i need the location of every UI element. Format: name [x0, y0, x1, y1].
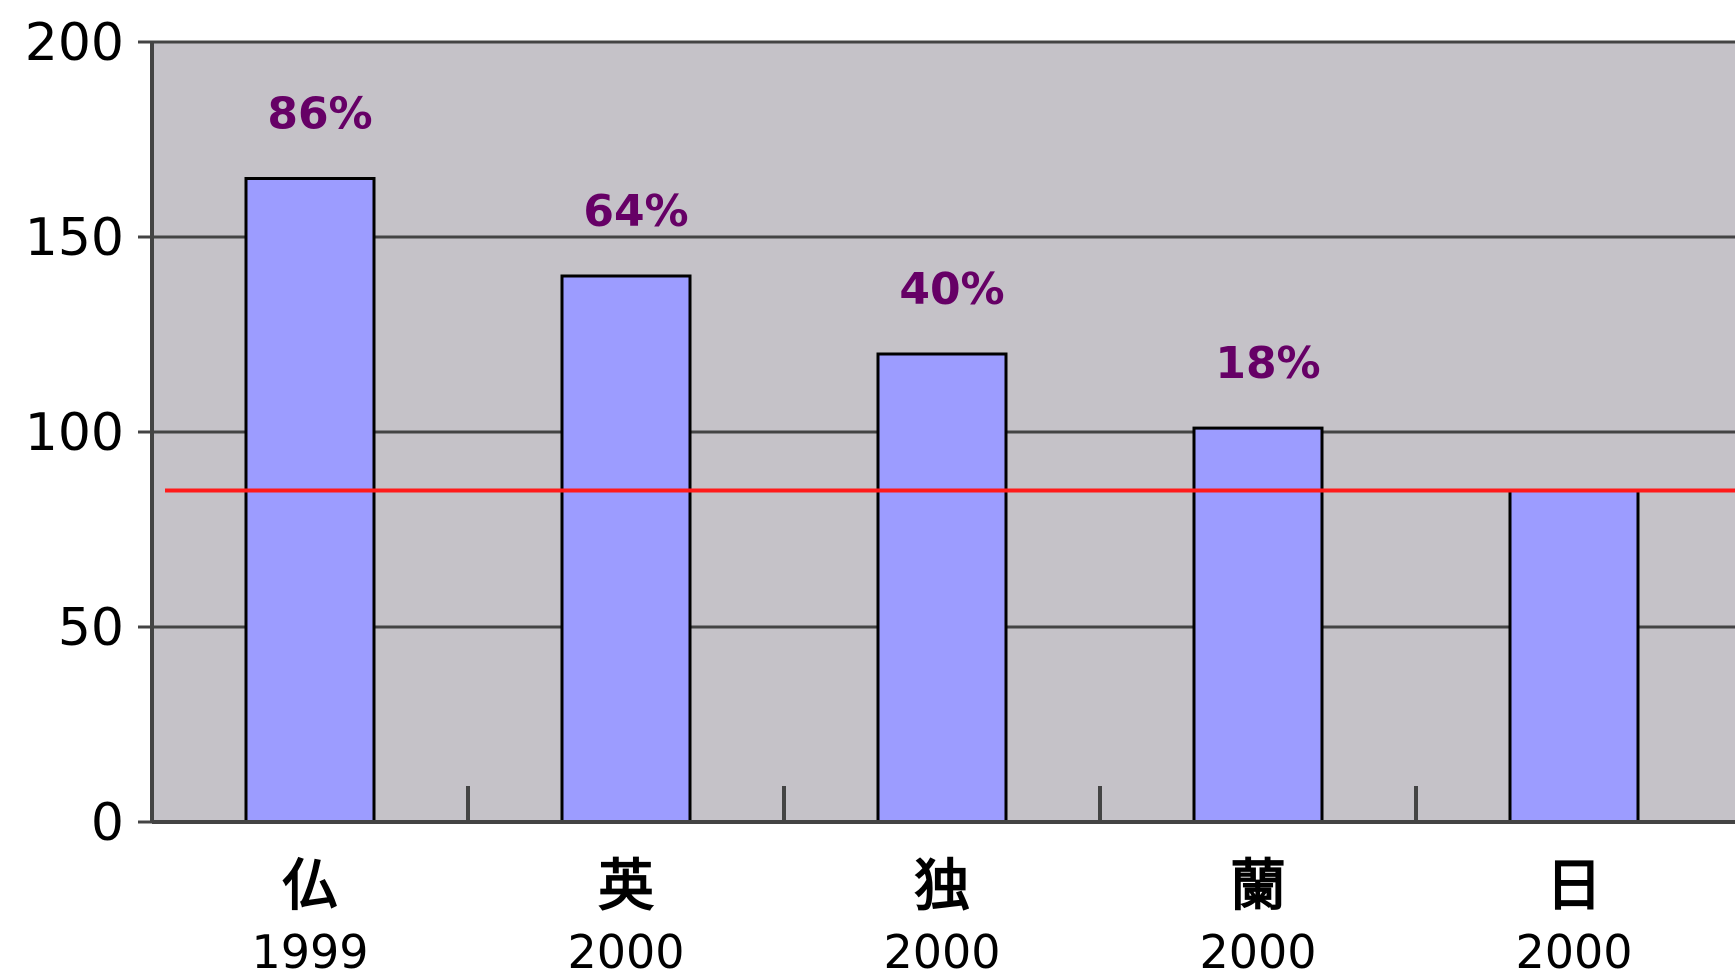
x-category-label: 英 [598, 854, 655, 919]
x-category-label: 蘭 [1230, 854, 1286, 919]
data-label: 18% [1215, 338, 1320, 389]
data-label: 86% [267, 89, 372, 140]
x-category-label: 日 [1546, 854, 1602, 919]
bar-0 [244, 177, 376, 824]
x-category-year: 2000 [1515, 925, 1632, 971]
y-tick-label: 150 [25, 208, 124, 268]
x-axis-categories: 仏 1999 英 2000 独 2000 蘭 2000 日 2000 [251, 854, 1632, 975]
y-tick-label: 50 [58, 598, 124, 658]
data-label: 64% [583, 186, 688, 237]
axes [150, 42, 1735, 824]
data-label: 40% [899, 264, 1004, 315]
x-category-year: 2000 [883, 925, 1000, 971]
y-tick-label: 200 [25, 13, 124, 73]
x-category-label: 仏 [282, 854, 338, 919]
data-labels: 86% 64% 40% 18% [267, 89, 1320, 390]
y-axis-ticks: 0 50 100 150 200 [25, 13, 124, 853]
y-tick-label: 100 [25, 403, 124, 463]
x-category-year: 2000 [567, 925, 684, 971]
x-category-year: 2000 [1199, 925, 1316, 971]
bar-3 [1192, 426, 1324, 824]
bar-4 [1508, 489, 1640, 824]
bar-1 [560, 274, 692, 824]
x-category-label: 独 [914, 854, 970, 919]
bars [244, 177, 1640, 824]
bar-2 [876, 352, 1008, 824]
x-category-year: 1999 [251, 925, 368, 971]
y-tick-label: 0 [91, 793, 124, 853]
